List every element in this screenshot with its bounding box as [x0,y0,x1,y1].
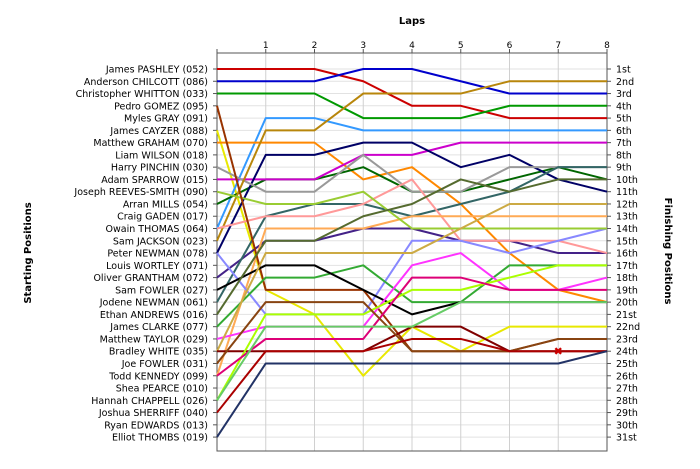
finish-position-label: 13th [616,212,638,223]
finish-position-label: 15th [616,236,638,247]
finish-position-label: 2nd [616,77,634,88]
series-line [216,178,608,255]
start-position-label: Jodene NEWMAN (061) [99,298,208,309]
start-position-label: Shea PEARCE (010) [116,384,208,395]
finish-position-label: 9th [616,163,632,174]
start-position-label: Matthew GRAHAM (070) [93,138,208,149]
start-position-label: Arran MILLS (054) [123,199,208,210]
finish-position-label: 30th [616,420,638,431]
start-position-label: Joseph REEVES-SMITH (090) [73,187,208,198]
start-position-label: Joshua SHERRIFF (040) [98,408,208,419]
start-position-label: Matthew TAYLOR (029) [100,334,208,345]
start-position-label: Christopher WHITTON (033) [76,89,208,100]
start-position-label: Louis WORTLEY (071) [106,261,208,272]
series-line [217,141,608,304]
finish-position-label: 7th [616,138,632,149]
finish-position-label: 1st [616,65,631,76]
finish-position-label: 16th [616,249,638,260]
finish-position-label: 31st [616,433,637,444]
series-line [216,264,607,328]
start-position-label: Harry PINCHIN (030) [111,163,208,174]
x-tick-label: 3 [360,41,366,51]
x-tick-label: 8 [604,41,610,51]
finish-position-label: 4th [616,101,632,112]
finish-position-label: 12th [616,199,638,210]
start-position-label: Oliver GRANTHAM (072) [93,273,208,284]
x-tick-label: 7 [555,41,561,51]
start-position-label: Owain THOMAS (064) [106,224,208,235]
x-tick-label: 6 [507,41,513,51]
finish-position-label: 8th [616,150,632,161]
series-line [216,117,607,229]
x-tick-label: 4 [409,41,415,51]
start-position-label: Adam SPARROW (015) [101,175,208,186]
series-line [216,264,607,401]
finish-position-label: 18th [616,273,638,284]
series-line [216,301,607,365]
finish-position-label: 24th [616,347,638,358]
start-position-label: Sam JACKSON (023) [113,236,208,247]
finish-position-label: 6th [616,126,632,137]
start-position-label: Craig GADEN (017) [117,212,208,223]
start-position-label: Elliot THOMBS (019) [112,433,208,444]
x-tick-label: 2 [312,41,318,51]
start-position-label: Peter NEWMAN (078) [107,249,208,260]
series-line [216,276,607,377]
finish-position-label: 25th [616,359,638,370]
axis-labels: 1 2 3 4 5 6 7 8 James PASHLEY (052)Anderson CHIL… [73,41,640,444]
start-position-label: Pedro GOMEZ (095) [114,101,208,112]
y-axis-title-left: Starting Positions [23,202,34,303]
series-line [216,190,607,230]
x-tick-label: 1 [263,41,269,51]
series-line [216,202,607,352]
finish-position-label: 21st [616,310,637,321]
start-position-label: Anderson CHILCOTT (086) [84,77,208,88]
start-position-label: Hannah CHAPPELL (026) [91,396,208,407]
series-line [217,68,607,120]
start-position-label: Liam WILSON (018) [115,150,208,161]
start-position-label: Ethan ANDREWS (016) [100,310,208,321]
start-position-label: James CAYZER (088) [109,126,208,137]
start-position-label: James PASHLEY (052) [105,65,208,76]
retirement-marker: ✖ [554,345,563,358]
finish-position-label: 29th [616,408,638,419]
start-position-label: Joe FOWLER (031) [121,359,208,370]
series-line [217,141,607,181]
start-position-label: Todd KENNEDY (099) [108,371,208,382]
start-position-label: Ryan EDWARDS (013) [104,420,208,431]
finish-position-label: 28th [616,396,638,407]
finish-position-label: 17th [616,261,638,272]
finish-position-label: 27th [616,384,638,395]
series-line [216,153,607,193]
start-position-label: Sam FOWLER (027) [115,285,208,296]
series-line [216,141,608,254]
y-axis-title-right: Finishing Positions [662,198,673,305]
finish-position-label: 3rd [616,89,632,100]
series-line [216,301,607,401]
finish-position-label: 26th [616,371,638,382]
series-line [216,350,608,438]
finish-position-label: 10th [616,175,638,186]
finish-position-label: 5th [616,114,632,125]
chart-title: Laps [399,16,425,27]
start-position-label: James CLARKE (077) [109,322,208,333]
start-position-label: Bradley WHITE (035) [109,347,208,358]
series-line [216,178,607,315]
series-lines: ✖ [216,68,608,438]
start-position-label: Myles GRAY (091) [124,114,208,125]
x-tick-label: 5 [458,41,464,51]
series-line [216,215,607,377]
finish-position-label: 20th [616,298,638,309]
series-line [216,337,607,414]
finish-position-label: 11th [616,187,638,198]
series-line [216,80,607,242]
finish-position-label: 19th [616,285,638,296]
finish-position-label: 14th [616,224,638,235]
finish-position-label: 23rd [616,334,638,345]
finish-position-label: 22nd [616,322,640,333]
series-line [217,92,607,120]
series-line [217,68,607,95]
